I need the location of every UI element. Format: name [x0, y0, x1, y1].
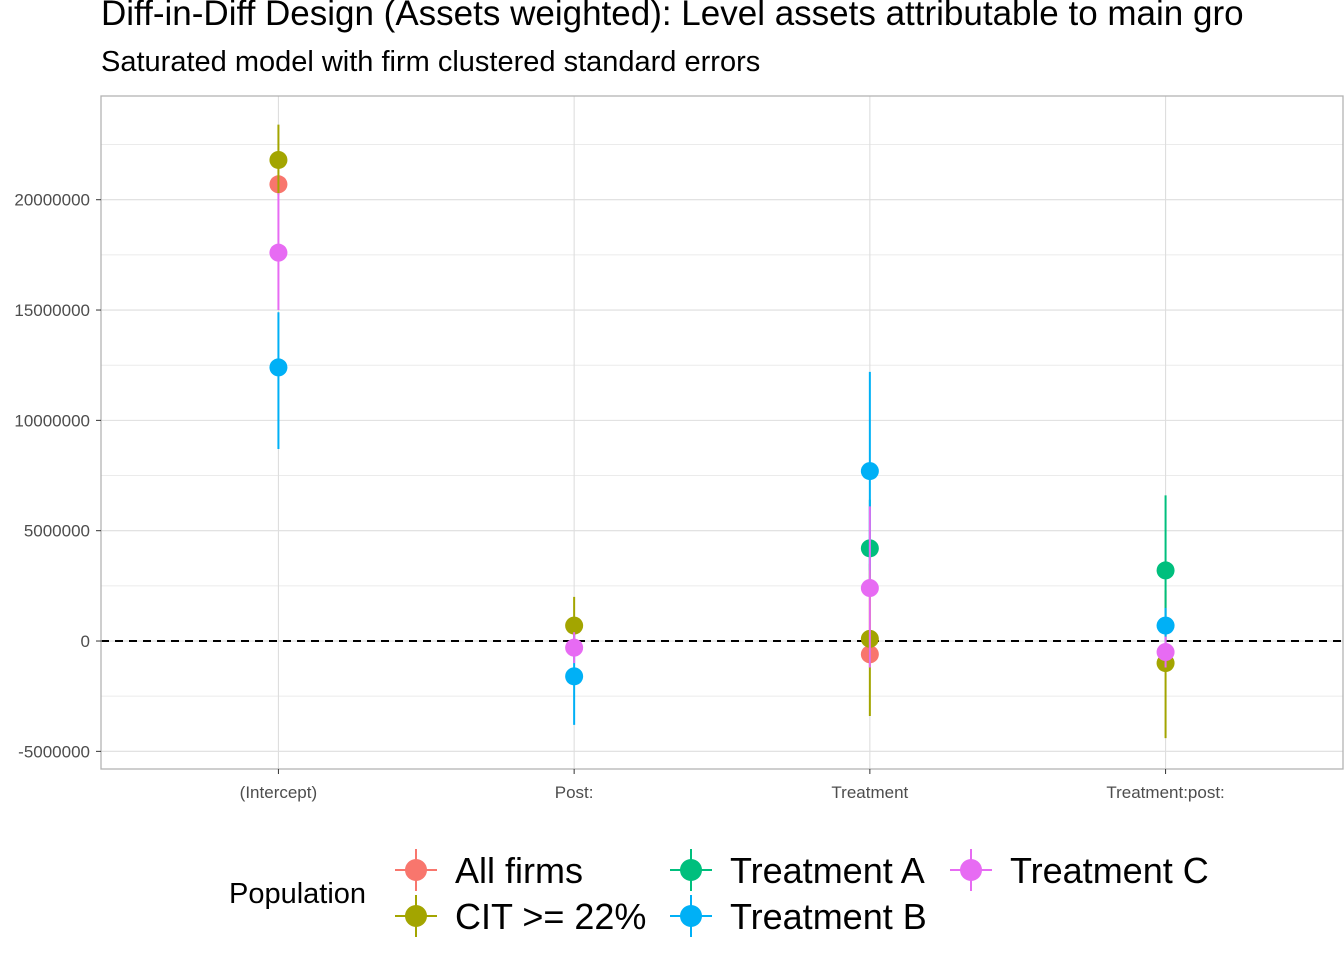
data-point [269, 243, 288, 262]
data-point [269, 358, 288, 377]
x-tick-label: Treatment [831, 783, 908, 802]
y-tick-label: 15000000 [14, 301, 90, 320]
legend-label: CIT >= 22% [455, 896, 646, 937]
legend-label: Treatment A [730, 850, 925, 891]
data-point [565, 616, 584, 635]
legend-key-point [680, 905, 702, 927]
legend-item: CIT >= 22% [395, 895, 646, 937]
data-point [1156, 616, 1175, 635]
legend-item: Treatment C [950, 849, 1209, 891]
panel-border [100, 95, 1344, 770]
data-point [565, 667, 584, 686]
data-point [269, 150, 288, 169]
legend-label: Treatment C [1010, 850, 1209, 891]
x-tick-label: Post: [555, 783, 594, 802]
data-point [860, 462, 879, 481]
legend-key-point [680, 859, 702, 881]
series-treatment-b [269, 312, 1175, 725]
legend-label: Treatment B [730, 896, 927, 937]
series-treatment-c [269, 193, 1175, 668]
legend-item: Treatment B [670, 895, 927, 937]
data-point [860, 579, 879, 598]
y-tick-label: 10000000 [14, 411, 90, 430]
series-layer [269, 124, 1175, 739]
legend-item: All firms [395, 849, 583, 891]
chart-subtitle: Saturated model with firm clustered stan… [101, 46, 761, 78]
legend: Population All firms CIT >= 22% Treatment A… [229, 849, 1209, 937]
data-point [1156, 561, 1175, 580]
legend-key-point [405, 905, 427, 927]
legend-key-point [405, 859, 427, 881]
legend-label: All firms [455, 850, 583, 891]
y-tick-label: -5000000 [18, 742, 90, 761]
axis-layer: -5000000 0 5000000 10000000 15000000 20000000… [14, 95, 1344, 802]
x-tick-label: (Intercept) [240, 783, 317, 802]
data-point [565, 638, 584, 657]
y-tick-label: 20000000 [14, 191, 90, 210]
grid-lines [101, 96, 1343, 769]
legend-key-point [960, 859, 982, 881]
x-tick-label: Treatment:post: [1106, 783, 1224, 802]
legend-title: Population [229, 878, 366, 910]
chart-title: Diff-in-Diff Design (Assets weighted): L… [101, 0, 1244, 33]
series-cit-22- [269, 124, 1175, 739]
series-treatment-a [860, 495, 1175, 646]
y-tick-label: 0 [81, 632, 90, 651]
legend-item: Treatment A [670, 849, 925, 891]
data-point [1156, 643, 1175, 662]
y-tick-label: 5000000 [24, 522, 90, 541]
